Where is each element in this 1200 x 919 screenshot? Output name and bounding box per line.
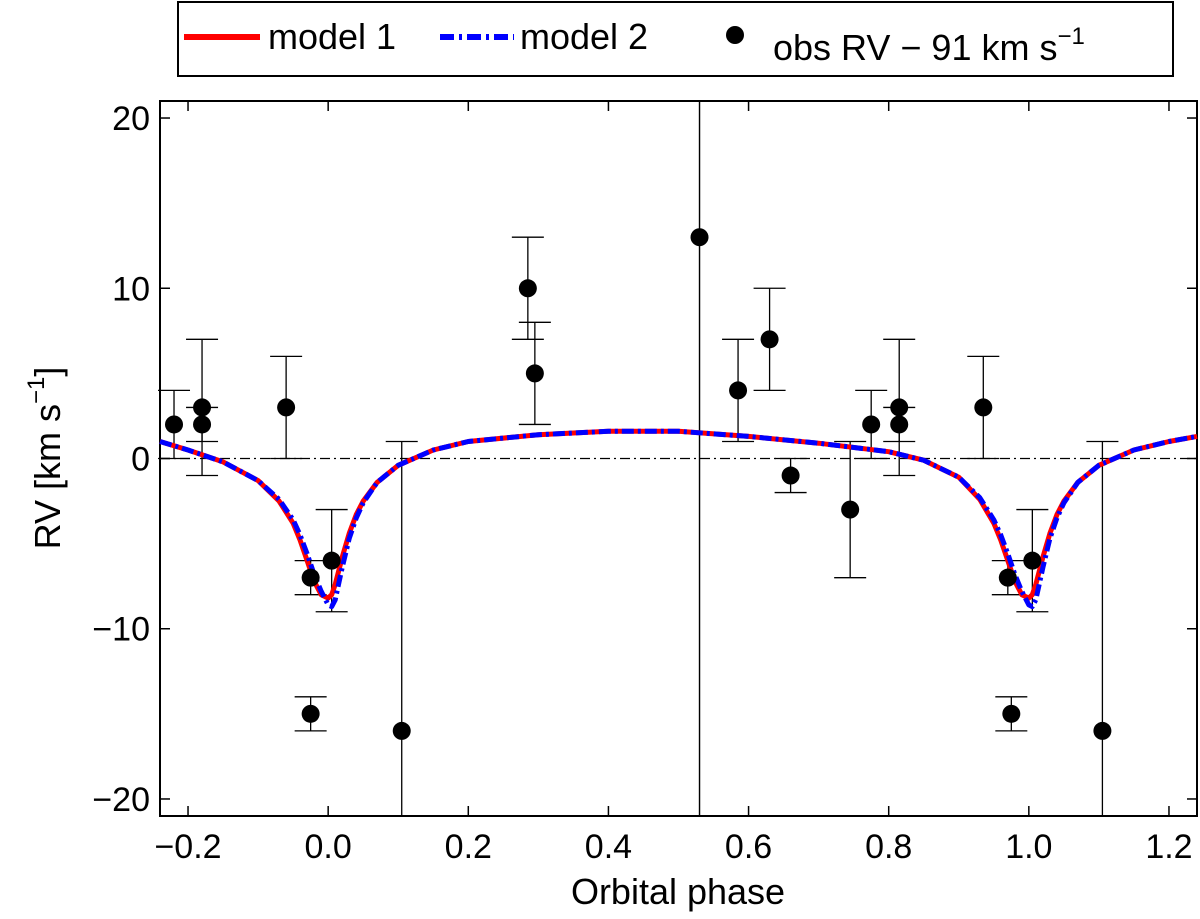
y-axis-title-sup: −1 (23, 377, 50, 404)
obs-point (890, 398, 909, 417)
obs-point (841, 500, 860, 519)
legend-label-model-1: model 1 (268, 16, 396, 57)
y-tick-label: 0 (131, 441, 150, 479)
y-tick-label: 20 (112, 100, 150, 138)
obs-point (392, 721, 411, 740)
obs-point (729, 381, 748, 400)
y-axis-title-close: ] (27, 367, 68, 377)
x-tick-label: 0.4 (585, 828, 632, 866)
obs-point (193, 415, 212, 434)
model-2-curve (159, 428, 1198, 610)
legend-box (177, 1, 1174, 77)
legend-label-obs-main: obs RV − 91 km s (773, 27, 1057, 68)
legend-label-obs: obs RV − 91 km s−1 (773, 23, 1085, 68)
x-tick-label: 0.8 (865, 828, 912, 866)
tick-labels: −0.2 0.0 0.2 0.4 0.6 0.8 1.0 1.2 −20 −10 0 10 20 (92, 100, 1192, 866)
y-tick-label: −20 (92, 781, 150, 819)
obs-point (193, 398, 212, 417)
obs-point (690, 228, 709, 247)
y-tick-label: −10 (92, 611, 150, 649)
obs-point (525, 364, 544, 383)
y-axis-title: RV [km s−1] (23, 367, 68, 550)
obs-point (1002, 704, 1021, 723)
observed-points (165, 228, 1112, 740)
legend-label-model-2: model 2 (520, 16, 648, 57)
obs-point (862, 415, 881, 434)
obs-point (760, 330, 779, 349)
legend-marker-obs (726, 26, 744, 44)
y-axis-title-main: RV [km s (27, 404, 68, 549)
x-tick-label: −0.2 (154, 828, 221, 866)
axis-ticks (160, 101, 1197, 816)
obs-point (974, 398, 993, 417)
x-tick-label: 0.0 (305, 828, 352, 866)
y-tick-label: 10 (112, 270, 150, 308)
obs-point (1093, 721, 1112, 740)
legend: model 1 model 2 obs RV − 91 km s−1 (177, 1, 1174, 77)
x-tick-label: 1.0 (1005, 828, 1052, 866)
obs-point (890, 415, 909, 434)
obs-point (301, 568, 320, 587)
legend-label-obs-sup: −1 (1057, 23, 1084, 50)
obs-point (277, 398, 296, 417)
x-axis-title: Orbital phase (571, 871, 785, 912)
obs-point (301, 704, 320, 723)
obs-point (322, 551, 341, 570)
obs-point (1023, 551, 1042, 570)
obs-point (518, 279, 537, 298)
obs-point (165, 415, 184, 434)
x-tick-label: 0.2 (445, 828, 492, 866)
x-tick-label: 1.2 (1145, 828, 1192, 866)
obs-point (998, 568, 1017, 587)
x-tick-label: 0.6 (725, 828, 772, 866)
obs-point (781, 466, 800, 485)
